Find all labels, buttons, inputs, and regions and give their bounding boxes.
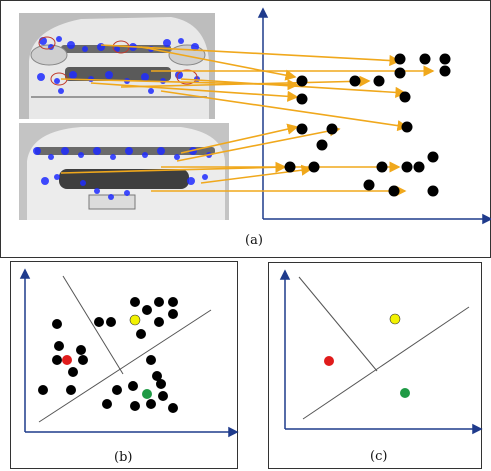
panel-c-figure [279,269,483,435]
panel-a-figure [19,7,491,225]
decision-boundaries [38,275,212,423]
caption-b: (b) [114,450,133,465]
caption-c: (c) [370,449,388,464]
centroid-yellow [129,314,141,326]
feature-mapping-arrows [60,44,435,197]
panel-c-axes [279,269,483,435]
panel-b: (b) [10,261,239,469]
car-front-photo-icon [19,13,215,119]
feature-space-axes [257,7,491,225]
centroid-green [142,389,152,399]
centroid-green-c [400,388,410,398]
centroid-red [62,355,72,365]
caption-a: (a) [245,233,263,248]
panel-a: (a) [0,0,491,258]
cluster-points [38,297,178,413]
panel-b-figure [19,268,239,438]
decision-boundaries-c [298,276,470,420]
centroid-red-c [324,356,334,366]
centroid-yellow-c [389,313,401,325]
car-grille-photo-icon [19,123,229,220]
panel-c: (c) [268,262,483,469]
feature-points [284,53,451,197]
panel-b-axes [19,268,239,438]
